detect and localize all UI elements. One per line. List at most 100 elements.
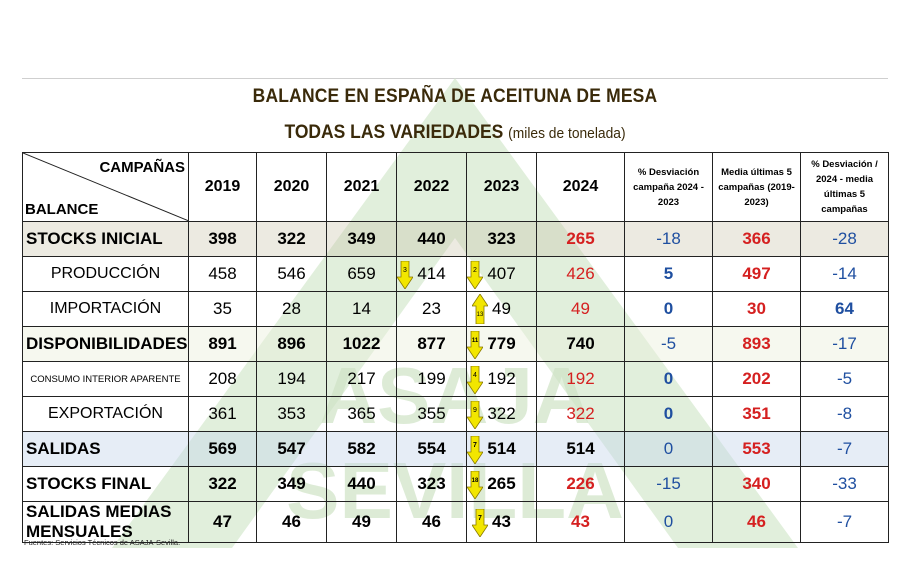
down-arrow-icon: 7 (467, 436, 484, 464)
year-header: 2019 (188, 152, 257, 222)
deviation-cell: -5 (624, 326, 713, 362)
value-cell: 365 (326, 396, 397, 432)
row-label: STOCKS FINAL (22, 466, 189, 502)
row-label: SALIDAS (22, 431, 189, 467)
up-arrow-icon: 13 (472, 294, 489, 324)
down-arrow-icon: 3 (397, 261, 414, 289)
value-text: 265 (487, 474, 516, 493)
value-cell: 199 (396, 361, 467, 397)
value-cell: 546 (256, 256, 327, 292)
value-text: 414 (417, 264, 446, 283)
value-cell: 46 (256, 501, 327, 543)
value-cell-2024: 192 (536, 361, 625, 397)
value-cell: 322 (256, 221, 327, 257)
value-cell: 47 (188, 501, 257, 543)
svg-text:7: 7 (473, 442, 477, 449)
header-line: últimas 5 campañas (821, 189, 868, 215)
corner-header: CAMPAÑAS BALANCE (22, 152, 189, 222)
value-cell-2024: 426 (536, 256, 625, 292)
value-text: 407 (487, 264, 516, 283)
value-cell-with-arrow: 9 322 (466, 396, 537, 432)
svg-text:11: 11 (472, 338, 479, 344)
deviation-cell: -18 (624, 221, 713, 257)
value-cell: 23 (396, 291, 467, 327)
table-row: PRODUCCIÓN 458 546 659 3 414 2 407 426 5… (22, 256, 889, 292)
header-line: % Desviación / (811, 159, 878, 170)
value-cell: 323 (466, 221, 537, 257)
balance-table: CAMPAÑAS BALANCE 2019 2020 2021 2022 202… (22, 152, 889, 543)
header-line: Media últimas 5 (721, 166, 792, 178)
arrow-value: 7 43 (472, 509, 511, 537)
value-cell: 440 (326, 466, 397, 502)
arrow-value: 9 322 (467, 401, 516, 429)
value-cell: 46 (396, 501, 467, 543)
row-label: EXPORTACIÓN (22, 396, 189, 432)
deviation-header: % Desviación campaña 2024 - 2023 (624, 152, 713, 222)
deviation-cell: 0 (624, 396, 713, 432)
value-cell-with-arrow: 13 49 (466, 291, 537, 327)
average-cell: 553 (712, 431, 801, 467)
value-cell: 194 (256, 361, 327, 397)
deviation-avg-cell: -33 (800, 466, 889, 502)
value-cell: 659 (326, 256, 397, 292)
balance-label: BALANCE (25, 201, 99, 218)
row-label: CONSUMO INTERIOR APARENTE (22, 361, 189, 397)
value-cell-2024: 49 (536, 291, 625, 327)
average-cell: 30 (712, 291, 801, 327)
svg-text:9: 9 (473, 407, 477, 414)
value-cell: 891 (188, 326, 257, 362)
deviation-avg-cell: -17 (800, 326, 889, 362)
row-label: DISPONIBILIDADES (22, 326, 189, 362)
value-cell-with-arrow: 3 414 (396, 256, 467, 292)
deviation-avg-cell: -5 (800, 361, 889, 397)
value-cell-with-arrow: 2 407 (466, 256, 537, 292)
table-row: IMPORTACIÓN 35 28 14 23 13 49 49 0 30 64 (22, 291, 889, 327)
down-arrow-icon: 9 (467, 401, 484, 429)
value-cell-2024: 514 (536, 431, 625, 467)
value-text: 322 (487, 404, 516, 423)
deviation-cell: 0 (624, 361, 713, 397)
value-cell: 582 (326, 431, 397, 467)
average-cell: 893 (712, 326, 801, 362)
deviation-cell: 0 (624, 431, 713, 467)
average-cell: 351 (712, 396, 801, 432)
year-header: 2023 (466, 152, 537, 222)
arrow-value: 4 192 (467, 366, 516, 394)
header-line: 2023 (657, 196, 680, 208)
arrow-value: 13 49 (472, 294, 511, 324)
deviation-avg-cell: -7 (800, 431, 889, 467)
svg-text:7: 7 (478, 515, 482, 522)
value-text: 779 (487, 334, 516, 353)
value-cell-2024: 322 (536, 396, 625, 432)
value-cell: 217 (326, 361, 397, 397)
header-line: campaña 2024 - (633, 181, 704, 193)
average-cell: 46 (712, 501, 801, 543)
down-arrow-icon: 4 (467, 366, 484, 394)
row-label: IMPORTACIÓN (22, 291, 189, 327)
value-cell-2024: 740 (536, 326, 625, 362)
value-cell: 440 (396, 221, 467, 257)
value-text: 192 (487, 369, 516, 388)
deviation-cell: 0 (624, 501, 713, 543)
value-cell-2024: 265 (536, 221, 625, 257)
header-row: CAMPAÑAS BALANCE 2019 2020 2021 2022 202… (22, 152, 889, 222)
arrow-value: 2 407 (467, 261, 516, 289)
subtitle-text: TODAS LAS VARIEDADES (284, 122, 504, 143)
value-cell: 355 (396, 396, 467, 432)
value-cell: 877 (396, 326, 467, 362)
deviation-avg-cell: -28 (800, 221, 889, 257)
arrow-value: 18 265 (467, 471, 516, 499)
down-arrow-icon: 11 (467, 331, 484, 359)
value-cell-with-arrow: 4 192 (466, 361, 537, 397)
year-header: 2021 (326, 152, 397, 222)
unit-text: (miles de tonelada) (508, 125, 626, 142)
value-cell: 35 (188, 291, 257, 327)
header-line: campañas (2019- (718, 181, 795, 193)
value-text: 49 (492, 299, 511, 318)
year-header: 2024 (536, 152, 625, 222)
down-arrow-icon: 2 (467, 261, 484, 289)
corner-diagonal (23, 153, 189, 221)
deviation-cell: -15 (624, 466, 713, 502)
svg-text:4: 4 (473, 372, 477, 379)
table-row: SALIDAS MEDIAS MENSUALES 47 46 49 46 7 4… (22, 501, 889, 543)
